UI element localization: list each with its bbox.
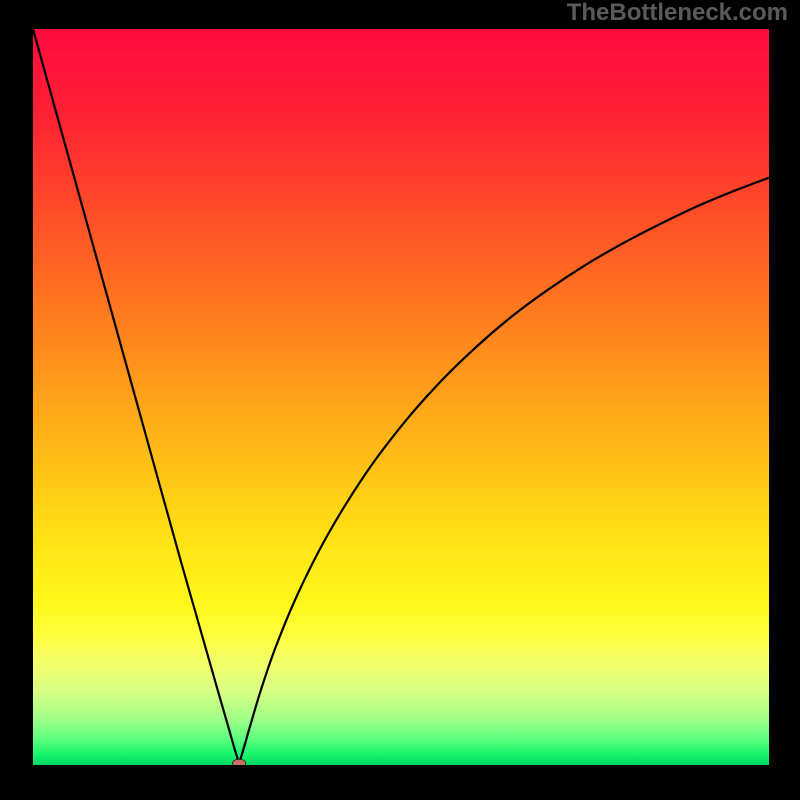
chart-svg [33,29,769,765]
watermark-text: TheBottleneck.com [567,0,788,26]
outer-frame: TheBottleneck.com [0,0,800,800]
chart-background [33,29,769,765]
optimal-point-marker [232,759,245,765]
plot-area [33,29,769,765]
